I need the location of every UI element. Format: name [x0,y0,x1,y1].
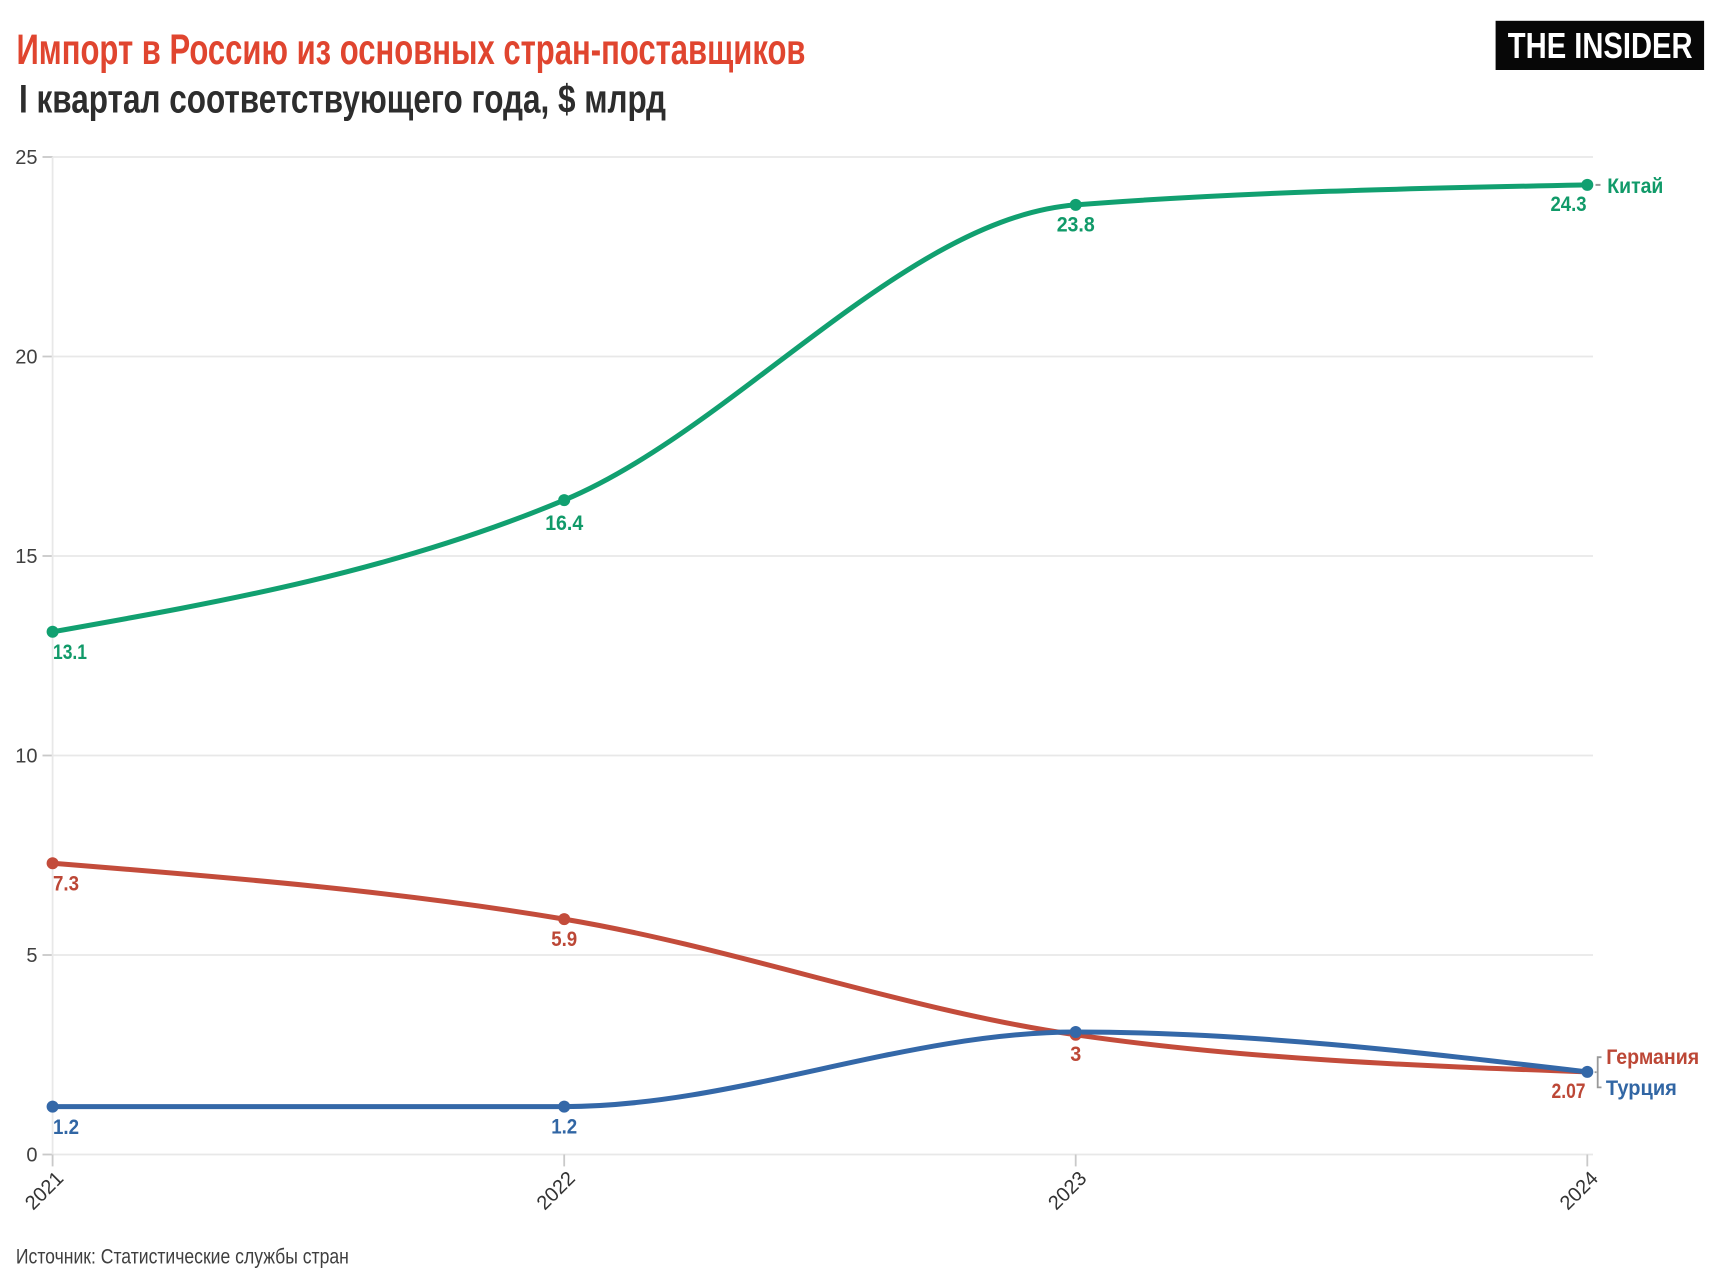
svg-text:THE INSIDER: THE INSIDER [1508,25,1693,66]
svg-text:24.3: 24.3 [1551,193,1587,216]
svg-text:25: 25 [15,147,37,169]
svg-text:Турция: Турция [1606,1077,1677,1100]
svg-text:5: 5 [26,945,37,967]
svg-text:10: 10 [15,746,37,768]
svg-text:15: 15 [15,546,37,568]
svg-text:1.2: 1.2 [53,1116,79,1139]
svg-text:Германия: Германия [1606,1046,1699,1069]
svg-text:3: 3 [1070,1043,1081,1066]
svg-text:0: 0 [26,1145,37,1167]
svg-text:13.1: 13.1 [53,641,87,664]
svg-text:Импорт в Россию из основных ст: Импорт в Россию из основных стран-постав… [17,26,806,74]
svg-text:16.4: 16.4 [545,512,583,535]
svg-text:Источник: Статистические служб: Источник: Статистические службы стран [16,1246,349,1269]
svg-text:7.3: 7.3 [53,873,79,896]
svg-text:1.2: 1.2 [551,1116,577,1139]
svg-text:20: 20 [15,347,37,369]
svg-text:I квартал соответствующего год: I квартал соответствующего года, $ млрд [19,78,666,122]
svg-text:23.8: 23.8 [1057,213,1095,236]
svg-text:5.9: 5.9 [551,928,577,951]
svg-text:2.07: 2.07 [1552,1080,1586,1103]
svg-text:Китай: Китай [1607,175,1663,198]
